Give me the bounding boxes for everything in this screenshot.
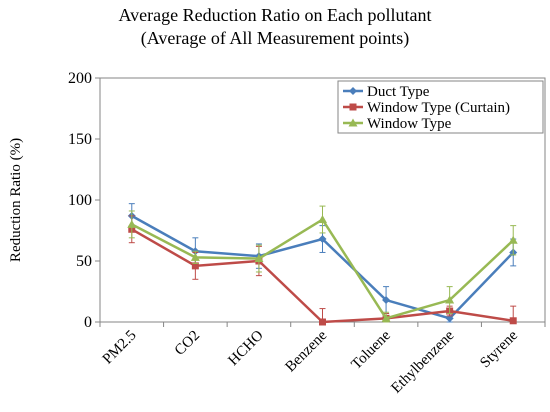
legend-label: Window Type (Curtain) xyxy=(367,100,510,116)
data-point xyxy=(191,262,199,270)
data-point xyxy=(318,235,327,244)
data-point xyxy=(254,254,264,263)
y-tick-label: 0 xyxy=(84,314,92,331)
y-tick-label: 50 xyxy=(76,253,92,270)
x-tick-label: HCHO xyxy=(225,327,266,368)
y-tick-label: 150 xyxy=(68,131,92,148)
legend-box xyxy=(337,80,544,134)
chart-title-line-2: (Average of All Measurement points) xyxy=(140,28,410,48)
x-tick-label: Styrene xyxy=(477,327,521,371)
y-tick-label: 200 xyxy=(68,70,92,87)
chart-title-line-1: Average Reduction Ratio on Each pollutan… xyxy=(118,5,432,25)
data-point xyxy=(318,215,327,224)
x-tick-label: Toluene xyxy=(349,327,395,373)
data-point xyxy=(382,296,391,305)
x-tick-label: Ethylbenzene xyxy=(388,327,457,396)
data-point xyxy=(127,219,137,228)
x-tick-label: PM2.5 xyxy=(100,328,140,368)
legend-label: Duct Type xyxy=(367,84,430,100)
y-tick-label: 100 xyxy=(68,192,92,209)
data-point xyxy=(509,317,517,325)
data-point xyxy=(381,313,391,322)
data-point xyxy=(508,235,518,244)
data-point xyxy=(445,295,455,304)
legend-swatch-marker xyxy=(349,103,357,111)
data-point xyxy=(190,252,200,261)
y-axis-label: Reduction Ratio (%) xyxy=(8,138,24,262)
legend-swatch-marker xyxy=(348,118,358,127)
x-tick-label: Benzene xyxy=(282,327,330,375)
legend-label: Window Type xyxy=(367,116,452,132)
legend-swatch-marker xyxy=(349,87,357,95)
x-tick-label: CO2 xyxy=(172,328,203,359)
data-point xyxy=(319,318,326,326)
